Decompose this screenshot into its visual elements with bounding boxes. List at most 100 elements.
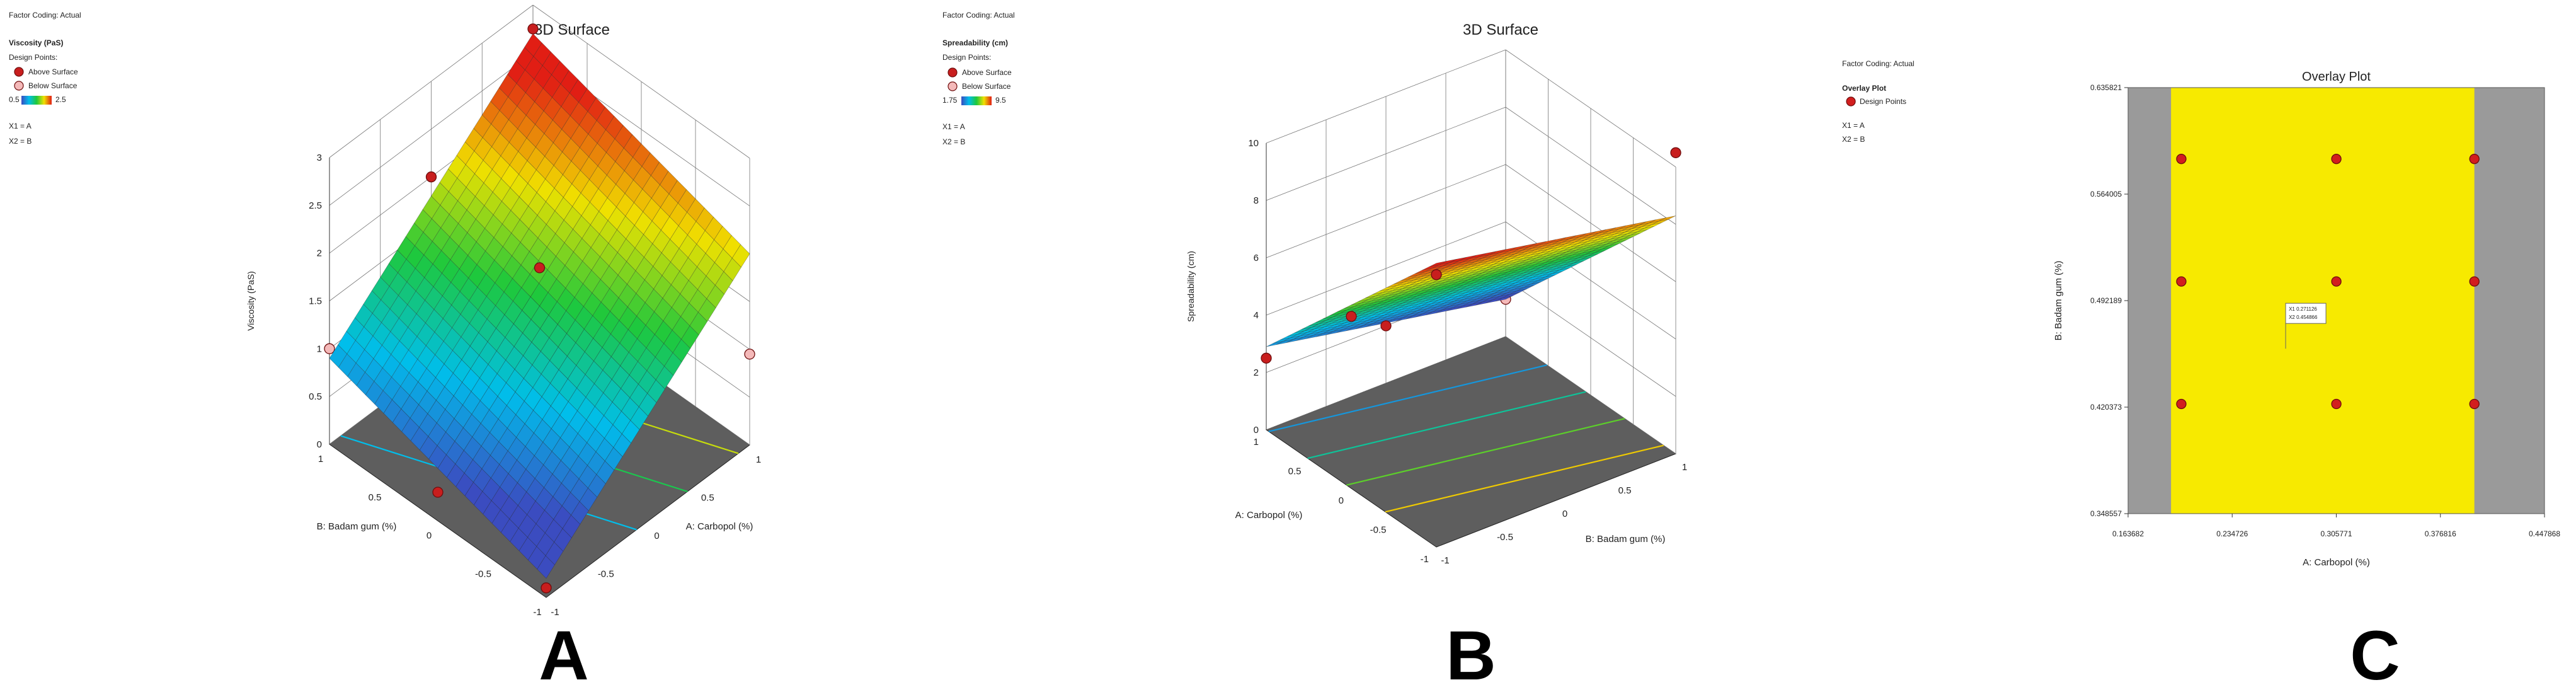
surface-cell — [1489, 249, 1506, 255]
surface-cell — [540, 337, 559, 361]
surface-cell — [446, 463, 465, 487]
surface-cell — [346, 317, 365, 341]
surface-cell — [346, 340, 365, 364]
surface-cell — [1468, 253, 1487, 259]
surface-cell — [643, 198, 661, 222]
surface-cell — [1388, 289, 1405, 296]
surface-cell — [643, 221, 661, 245]
surface-cell — [1390, 297, 1407, 304]
overlay-legend-title: Overlay Plot — [1842, 84, 1886, 93]
surface-cell — [1435, 292, 1453, 299]
surface-cell — [479, 364, 498, 388]
y-tick-label: 0.420373 — [2090, 403, 2122, 412]
surface-cell — [1554, 261, 1571, 267]
surface-cell — [540, 314, 558, 338]
panel-c: Factor Coding: Actual Overlay Plot Desig… — [1842, 59, 2560, 692]
panel-letter-c: C — [2350, 617, 2400, 692]
surface-cell — [672, 316, 690, 340]
design-points-above — [1261, 147, 1681, 364]
x-axis-label: A: Carbopol (%) — [686, 521, 753, 532]
surface-cell — [544, 142, 563, 166]
surface-cell — [543, 97, 562, 121]
surface-cell — [1450, 285, 1467, 292]
surface-cell — [577, 396, 595, 420]
wall-grid-line — [1266, 221, 1506, 316]
design-points-above — [425, 23, 552, 594]
surface-cell — [689, 311, 708, 335]
surface-cell — [1535, 244, 1552, 250]
surface-cell — [1464, 293, 1482, 299]
surface-cell — [1375, 304, 1393, 311]
surface-cell — [1337, 306, 1354, 313]
surface-cell — [1528, 241, 1547, 247]
surface-cell — [569, 433, 588, 457]
surface-cell — [651, 184, 670, 208]
wall-grid-line — [1266, 164, 1506, 258]
surface-cell — [1648, 217, 1666, 224]
x2-mapping: X2 = B — [1842, 135, 1865, 144]
x-tick-label: 1 — [756, 454, 761, 465]
surface-cell — [588, 474, 606, 498]
surface-cell — [1594, 246, 1612, 253]
surface-cell — [1308, 320, 1326, 326]
z-tick-label: 2 — [317, 248, 322, 259]
surface-cell — [1421, 299, 1439, 306]
x-tick-label: 0.5 — [701, 493, 714, 504]
x1-mapping: X1 = A — [9, 122, 31, 130]
y-tick-label: 0.492189 — [2090, 296, 2122, 305]
design-point-below — [324, 343, 335, 354]
surface-cell — [1361, 311, 1379, 318]
surface-cell — [1506, 258, 1524, 264]
surface-cell — [490, 87, 508, 111]
x-tick-label: -0.5 — [598, 569, 614, 580]
surface-cell — [661, 239, 680, 263]
x2-mapping: X2 = B — [942, 137, 965, 146]
surface-cell — [1363, 320, 1380, 326]
wall-grid-line — [329, 52, 534, 206]
surface-cell — [687, 198, 705, 222]
z-axis-label: Spreadability (cm) — [1186, 251, 1196, 322]
design-point-above — [527, 23, 539, 35]
surface-cell — [653, 275, 672, 299]
surface-cell — [661, 262, 680, 285]
y-tick-label: 0.635821 — [2090, 83, 2122, 92]
surface-cell — [1536, 252, 1554, 258]
surface-cell — [714, 248, 733, 272]
surface-cell — [596, 461, 615, 484]
surface-cell — [1467, 295, 1484, 301]
surface-cell — [664, 352, 682, 376]
surface-cell — [537, 555, 555, 579]
x-tick-label: 0.163682 — [2112, 529, 2144, 538]
surface-cell — [1552, 253, 1569, 260]
wall-grid-line — [1266, 107, 1506, 201]
surface-cell — [731, 244, 750, 268]
surface-cell — [1506, 272, 1524, 279]
factor-coding-label: Factor Coding: Actual — [1842, 59, 1915, 68]
response-surface — [329, 33, 750, 579]
panel-a: Factor Coding: Actual Viscosity (PaS) De… — [9, 4, 761, 692]
y-tick-label: -1 — [533, 607, 541, 618]
x-tick-label: 0 — [654, 531, 659, 541]
surface-cell — [534, 464, 553, 488]
surface-cell — [1478, 272, 1496, 278]
above-surface-marker-icon — [14, 67, 24, 77]
surface-cell — [1358, 296, 1376, 302]
surface-cell — [1579, 231, 1596, 238]
surface-cell — [382, 354, 401, 378]
design-point-above — [432, 487, 444, 498]
design-point — [2469, 154, 2480, 164]
color-scale-bar — [961, 96, 992, 105]
response-label: Viscosity (PaS) — [9, 38, 63, 47]
surface-cell — [613, 434, 631, 457]
color-range-min: 0.5 — [9, 95, 20, 104]
contour-line — [1346, 418, 1625, 486]
surface-cell — [1523, 267, 1541, 274]
surface-cell — [1266, 341, 1284, 347]
y-tick-label: -1 — [1441, 555, 1449, 566]
surface-cell — [437, 454, 456, 478]
surface-cell — [651, 207, 670, 231]
surface-cell — [1538, 260, 1555, 267]
surface-cell — [1479, 280, 1497, 286]
surface-cell — [1415, 268, 1433, 274]
